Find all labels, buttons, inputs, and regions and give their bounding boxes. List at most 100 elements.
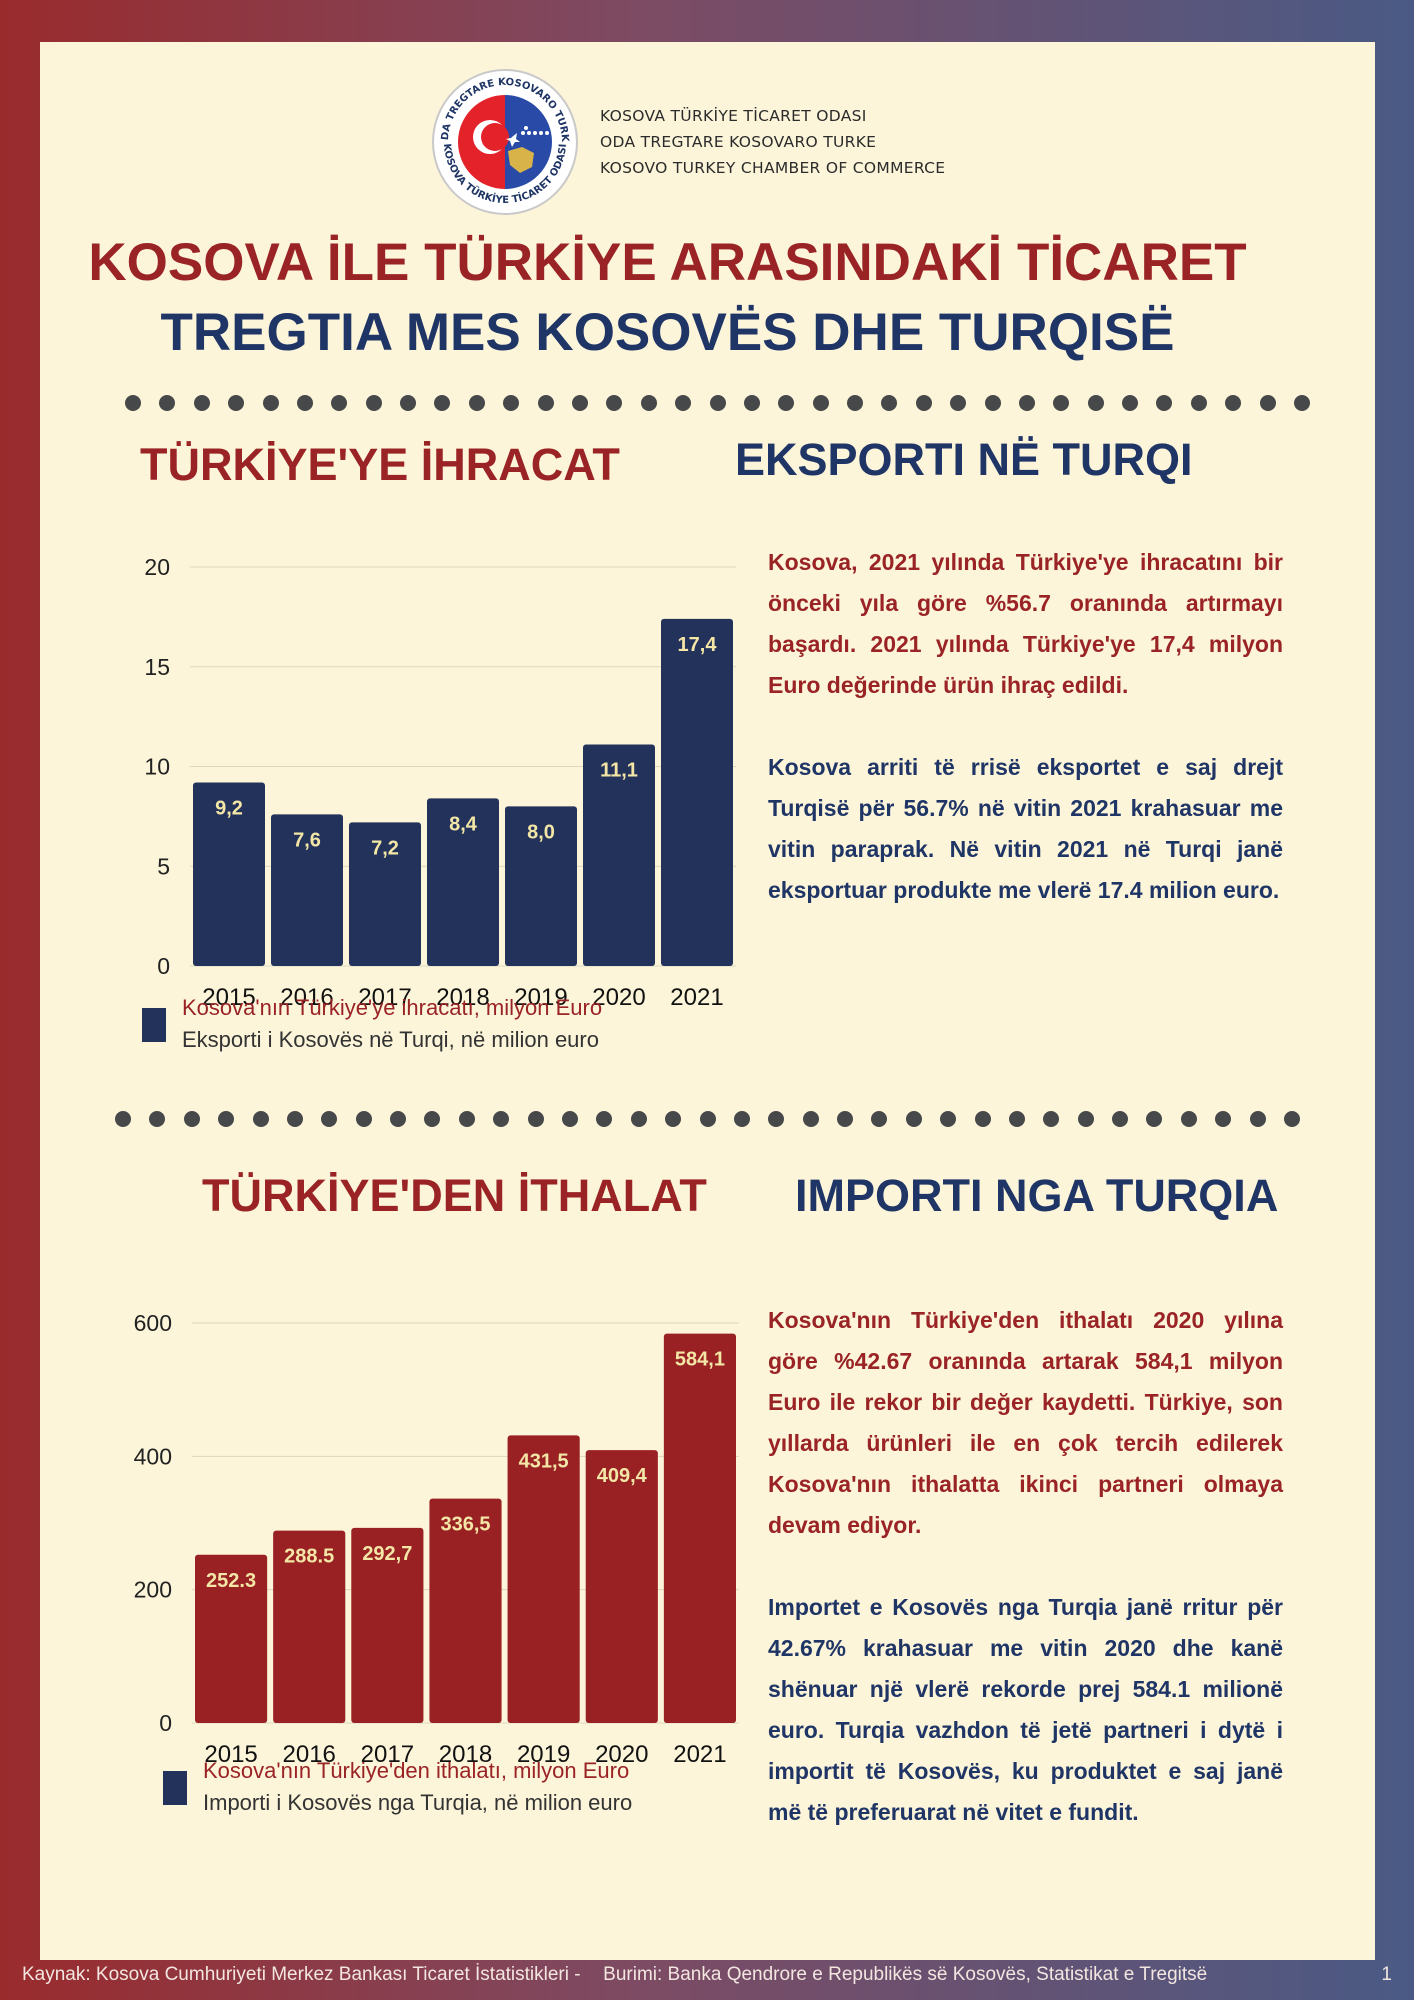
bar [507,1435,580,1723]
divider-dot [709,395,726,411]
divider-dot [1018,395,1035,411]
export-legend-label-tr: Kosova'nın Türkiye'ye ihracatı, milyon E… [182,995,603,1020]
x-tick-label: 2021 [670,984,723,1011]
divider-dot [940,1111,957,1127]
import-legend-label-sq: Importi i Kosovës nga Turqia, në milion … [203,1790,633,1815]
divider-dot [434,395,451,411]
divider-dot [847,395,864,411]
divider-dot [1122,395,1139,411]
divider-dot [159,395,176,411]
divider-dot [1008,1111,1025,1127]
divider-dot [812,395,829,411]
divider-dot [768,1111,785,1127]
divider-dot [905,1111,922,1127]
import-heading-sq: IMPORTI NGA TURQIA [795,1170,1279,1221]
import-paragraph-sq: Importet e Kosovës nga Turqia janë rritu… [768,1594,1283,1825]
divider-dot [527,1111,544,1127]
org-name-tr: KOSOVA TÜRKİYE TİCARET ODASI [600,107,867,125]
divider-dot [1215,1111,1232,1127]
divider-dot [503,395,520,411]
bar [271,814,343,966]
divider-dot [1190,395,1207,411]
bar-value-label: 17,4 [678,634,718,656]
import-legend-label-tr: Kosova'nın Türkiye'den ithalatı, milyon … [203,1758,630,1783]
x-tick-label: 2015 [204,1741,257,1768]
divider-dot [665,1111,682,1127]
divider-dot [390,1111,407,1127]
import-paragraph-tr: Kosova'nın Türkiye'den ithalatı 2020 yıl… [768,1307,1283,1538]
x-tick-label: 2016 [280,984,333,1011]
page-number: 1 [1381,1964,1392,1985]
divider-dot [468,395,485,411]
export-legend-label-sq: Eksporti i Kosovës në Turqi, në milion e… [182,1027,599,1052]
bar-value-label: 288.5 [284,1546,334,1568]
bar [427,798,499,966]
divider-dot [115,1111,131,1127]
divider-dot [1249,1111,1266,1127]
y-tick-label: 0 [157,953,170,979]
footer-source: Kaynak: Kosova Cumhuriyeti Merkez Bankas… [22,1964,1392,1986]
bar [351,1527,424,1723]
page-title-tr: KOSOVA İLE TÜRKİYE ARASINDAKİ TİCARET [88,233,1247,292]
x-tick-label: 2019 [514,984,567,1011]
bar-value-label: 584,1 [675,1349,725,1371]
x-tick-label: 2015 [202,984,255,1011]
divider-dot [125,395,141,411]
divider-dot [331,395,348,411]
divider-dot [596,1111,613,1127]
export-bar-chart: 0 5 10 15 20 9,2 2015 7,6 2016 7,2 2017 8,4 2018 8,0 2… [144,554,736,1011]
divider-dot [802,1111,819,1127]
footer-source-sq: Burimi: Banka Qendrore e Republikës së K… [603,1964,1208,1985]
org-name-lines: KOSOVA TÜRKİYE TİCARET ODASI ODA TREGTAR… [600,103,945,181]
divider-dot [1043,1111,1060,1127]
divider-dot [561,1111,578,1127]
import-heading-tr: TÜRKİYE'DEN İTHALAT [202,1170,707,1221]
export-paragraph-tr: Kosova, 2021 yılında Türkiye'ye ihracatı… [768,549,1283,698]
x-tick-label: 2018 [439,1741,492,1768]
divider-dot [571,395,588,411]
export-paragraph-sq: Kosova arriti të rrisë eksportet e saj d… [768,754,1283,903]
divider-dot [1294,395,1310,411]
divider-dot [183,1111,200,1127]
export-heading-sq: EKSPORTI NË TURQI [735,434,1193,485]
bar-value-label: 8,4 [449,813,478,835]
footer-source-tr: Kaynak: Kosova Cumhuriyeti Merkez Bankas… [22,1964,581,1985]
export-legend-swatch [142,1008,166,1042]
bar-value-label: 7,2 [371,837,399,859]
divider-dot [1259,395,1276,411]
divider-dot [262,395,279,411]
bar-value-label: 252.3 [206,1570,256,1592]
page-paper: ODA TREGTARE KOSOVARO TURKE KOSOVA TÜRKİ… [40,42,1375,1960]
y-tick-label: 200 [134,1577,172,1603]
divider-dot [733,1111,750,1127]
bar [663,1333,736,1723]
bar [193,782,265,966]
bar [505,806,577,966]
export-heading-tr: TÜRKİYE'YE İHRACAT [140,439,620,490]
x-tick-label: 2018 [436,984,489,1011]
divider-dot [149,1111,166,1127]
x-tick-label: 2021 [673,1741,726,1768]
x-tick-label: 2019 [517,1741,570,1768]
divider-dot [699,1111,716,1127]
divider-dot [193,395,210,411]
divider-dot [606,395,623,411]
divider-dot [537,395,554,411]
divider-dot [493,1111,510,1127]
divider-dot [1087,395,1104,411]
divider-dot [630,1111,647,1127]
bar [661,618,733,966]
import-bar-chart: 0 200 400 600 252.3 2015 288.5 2016 292,7 2017 336… [134,1310,739,1768]
divider-dot [286,1111,303,1127]
divider-dot [355,1111,372,1127]
divider-dot [1112,1111,1129,1127]
divider-dot [400,395,417,411]
bar-value-label: 409,4 [597,1465,648,1487]
y-tick-label: 0 [159,1710,172,1736]
x-tick-label: 2020 [592,984,645,1011]
divider-dot [365,395,382,411]
bar-value-label: 292,7 [362,1543,412,1565]
bar [195,1554,268,1723]
divider-dot [640,395,657,411]
divider-dot [974,1111,991,1127]
